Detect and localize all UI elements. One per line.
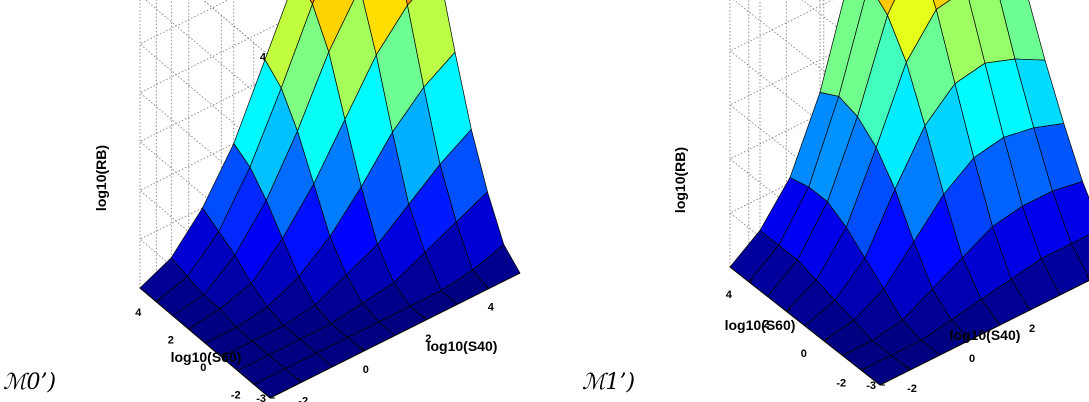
surface-patch xyxy=(309,0,315,5)
z-gridline xyxy=(145,0,271,106)
y-tick-label: 0 xyxy=(200,362,206,374)
x-tick-label: -2 xyxy=(298,395,308,402)
y-tick-label: 4 xyxy=(135,307,142,319)
x-tick-label: -2 xyxy=(907,383,917,395)
x-tick-mark xyxy=(906,365,911,371)
y-tick-mark xyxy=(188,326,193,330)
z-gridline xyxy=(139,0,271,155)
y-axis: -2 0 2 4 log10(S60) xyxy=(725,266,881,389)
y-axis-label: log10(S60) xyxy=(725,317,796,333)
y-tick-label: -2 xyxy=(836,377,846,389)
x-tick-label: 0 xyxy=(363,364,369,376)
x-tick-mark xyxy=(1026,305,1031,311)
y-tick-mark xyxy=(823,338,828,342)
z-tick-label: -3 xyxy=(256,393,266,402)
surface-patch xyxy=(932,0,951,10)
y-tick-label: 2 xyxy=(763,318,769,330)
x-tick-mark xyxy=(422,315,427,321)
surface-plot-m1: -3-2-101234log10(RB)-2024log10(S40)-2024… xyxy=(672,0,1089,395)
y-tick-mark xyxy=(861,367,866,371)
y-tick-label: 0 xyxy=(801,348,807,360)
x-axis-line xyxy=(269,272,521,399)
surface-patch xyxy=(1070,234,1089,279)
top-edge xyxy=(202,0,271,57)
x-tick-label: 2 xyxy=(425,333,431,345)
y-axis-line xyxy=(729,266,881,386)
z-axis-label: log10(RB) xyxy=(672,147,688,213)
surface-patch xyxy=(1052,181,1089,245)
y-tick-label: 4 xyxy=(726,289,733,301)
x-tick-mark xyxy=(485,284,490,289)
y-axis-line xyxy=(139,287,271,399)
z-gridline xyxy=(801,0,881,62)
y-axis-label: log10(S60) xyxy=(171,349,242,365)
y-tick-mark xyxy=(748,279,753,283)
y-tick-label: 2 xyxy=(168,334,174,346)
z-tick-label: -3 xyxy=(866,380,876,392)
x-axis: -2 0 2 4 log10(S40) xyxy=(269,272,521,402)
surface xyxy=(729,0,1089,386)
surface xyxy=(139,0,521,399)
panel-label-m1: ℳ1’) xyxy=(582,370,636,395)
y-tick-label: -2 xyxy=(231,389,241,401)
y-tick-mark xyxy=(253,381,258,385)
x-tick-mark xyxy=(360,346,365,352)
x-axis-label: log10(S40) xyxy=(950,327,1021,343)
y-tick-mark xyxy=(786,308,791,312)
z-axis-label: log10(RB) xyxy=(93,145,109,211)
panel-label-m0: ℳ0’) xyxy=(3,370,57,395)
x-tick-label: 4 xyxy=(488,302,495,314)
surface-plot-m0: -3-2-101234log10(RB)-2024log10(S40)-2024… xyxy=(93,0,521,402)
x-tick-label: 2 xyxy=(1029,323,1035,335)
x-tick-label: 0 xyxy=(969,353,975,365)
x-tick-mark xyxy=(966,335,971,341)
surface-patch xyxy=(877,0,896,16)
x-axis-line xyxy=(879,279,1089,386)
x-axis-label: log10(S40) xyxy=(427,338,498,354)
y-tick-mark xyxy=(156,299,161,303)
y-tick-mark xyxy=(221,354,226,358)
y-axis: -2 0 2 4 log10(S60) xyxy=(135,287,271,401)
z-tick-label: 4 xyxy=(260,51,267,63)
x-tick-mark xyxy=(297,378,302,383)
